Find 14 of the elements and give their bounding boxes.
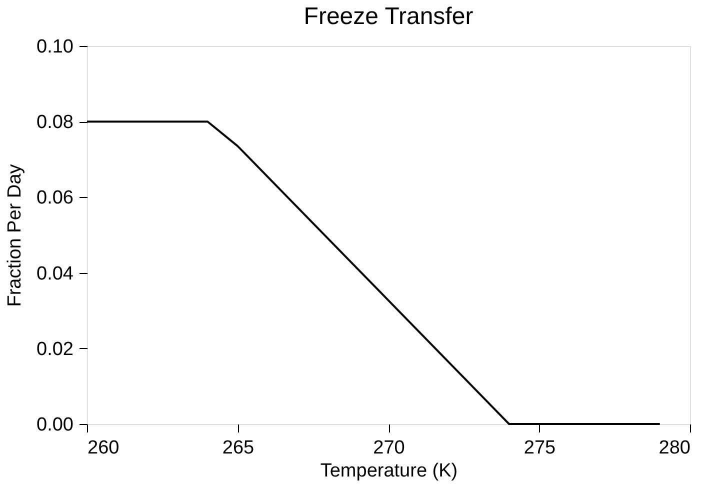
x-tick-label: 275	[524, 438, 556, 458]
y-tick-label: 0.10	[36, 36, 74, 58]
y-tick-label: 0.00	[36, 414, 74, 436]
x-tick-label: 280	[658, 438, 690, 458]
x-axis-title: Temperature (K)	[320, 460, 458, 482]
chart-title: Freeze Transfer	[304, 3, 474, 30]
x-tick-label: 270	[373, 438, 405, 458]
y-tick-label: 0.02	[36, 338, 74, 360]
y-tick-label: 0.08	[36, 112, 74, 134]
x-tick-label: 260	[88, 438, 120, 458]
y-axis-title: Fraction Per Day	[4, 164, 26, 307]
y-tick-label: 0.04	[36, 263, 74, 284]
y-tick-label: 0.06	[36, 188, 74, 209]
x-tick-label: 265	[222, 438, 254, 458]
